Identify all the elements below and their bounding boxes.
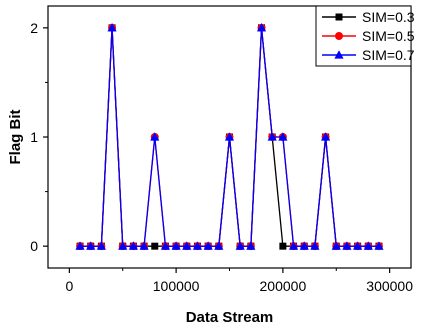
data-point xyxy=(192,241,203,250)
data-point xyxy=(363,241,373,250)
data-point xyxy=(96,241,106,250)
legend: SIM=0.3 SIM=0.5 SIM=0.7 xyxy=(315,5,415,67)
data-point xyxy=(86,241,96,250)
data-point xyxy=(278,132,288,141)
data-point xyxy=(342,241,352,250)
data-point xyxy=(267,132,277,141)
data-point xyxy=(128,241,139,250)
y-tick-label: 0 xyxy=(30,238,38,254)
legend-marker xyxy=(335,32,343,40)
data-point xyxy=(139,241,149,250)
legend-entry: SIM=0.5 xyxy=(322,28,415,44)
legend-entry: SIM=0.7 xyxy=(322,47,415,63)
series-sim-0-7 xyxy=(75,23,384,250)
legend-label: SIM=0.7 xyxy=(362,47,415,63)
x-tick-label: 300000 xyxy=(366,278,413,294)
legend-marker xyxy=(335,13,343,21)
data-point xyxy=(288,241,299,250)
legend-marker xyxy=(334,50,344,59)
data-point xyxy=(246,241,256,250)
data-point xyxy=(160,241,171,250)
data-point xyxy=(171,241,181,250)
x-tick-label: 0 xyxy=(65,278,73,294)
data-point xyxy=(214,241,224,250)
x-tick-label: 200000 xyxy=(260,278,307,294)
data-point xyxy=(224,132,235,141)
y-tick-label: 2 xyxy=(30,20,38,36)
legend-label: SIM=0.5 xyxy=(362,28,415,44)
data-point xyxy=(256,23,267,32)
data-point xyxy=(374,241,384,250)
x-tick-label: 100000 xyxy=(153,278,200,294)
data-point xyxy=(107,23,117,32)
axes: 0 100000 200000 300000 0 1 2 xyxy=(30,5,413,294)
data-point xyxy=(235,241,245,250)
data-point xyxy=(203,241,213,250)
plot-series xyxy=(75,23,384,251)
y-tick-label: 1 xyxy=(30,129,38,145)
data-point xyxy=(118,241,128,250)
data-point xyxy=(320,132,331,141)
data-point xyxy=(75,241,85,250)
data-point xyxy=(150,132,160,141)
data-point xyxy=(182,241,192,250)
data-point xyxy=(279,242,287,250)
y-axis-label: Flag Bit xyxy=(7,109,24,164)
legend-entry: SIM=0.3 xyxy=(322,9,415,25)
legend-label: SIM=0.3 xyxy=(362,9,415,25)
data-point xyxy=(299,241,309,250)
data-point xyxy=(151,242,159,250)
x-axis-label: Data Stream xyxy=(186,309,274,326)
data-point xyxy=(310,241,320,250)
data-point xyxy=(331,241,341,250)
data-point xyxy=(353,241,363,250)
